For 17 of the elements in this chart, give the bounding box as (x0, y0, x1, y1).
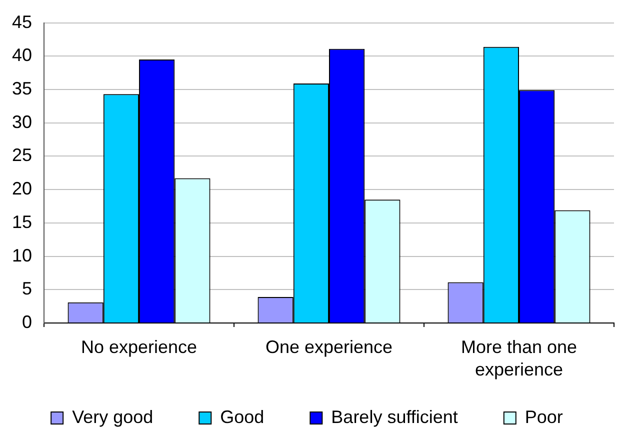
legend-label: Good (220, 406, 264, 427)
x-tick-label: More than one experience (460, 337, 578, 380)
y-tick-label: 45 (12, 12, 32, 32)
y-tick-label: 20 (12, 178, 32, 199)
y-tick-label: 40 (12, 45, 32, 66)
y-tick-label: 0 (22, 312, 32, 332)
y-tick-label: 35 (12, 78, 32, 98)
y-tick-label: 10 (12, 245, 32, 266)
legend-label: Very good (72, 406, 154, 427)
y-tick-label: 15 (12, 212, 32, 232)
y-tick-label: 25 (12, 145, 32, 166)
legend-label: Barely sufficient (331, 406, 458, 427)
y-tick-label: 5 (22, 278, 32, 299)
x-tick-label: One experience (265, 337, 393, 358)
x-tick-label: No experience (80, 337, 198, 358)
legend-label: Poor (524, 406, 563, 427)
y-tick-label: 30 (12, 112, 32, 132)
